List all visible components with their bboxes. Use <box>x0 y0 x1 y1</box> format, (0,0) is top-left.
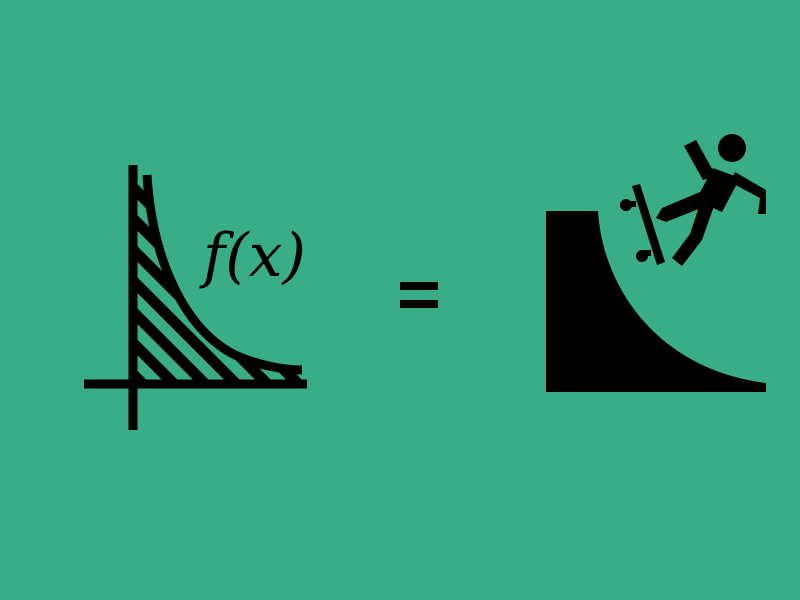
skateboarder-figure <box>656 134 766 266</box>
skateboarder-falling-off-ramp-icon <box>546 134 766 392</box>
skateboard-truck-top <box>628 201 636 207</box>
skater-back-arm <box>730 172 766 214</box>
skater-leg-upper <box>656 192 706 222</box>
quarter-pipe-ramp <box>546 211 766 392</box>
function-label: f(x) <box>203 221 306 291</box>
skater-raised-arm <box>684 140 716 180</box>
skater-torso <box>696 168 740 212</box>
skateboard <box>620 184 665 265</box>
skater-leg-lower <box>672 204 714 266</box>
skateboard-truck-bottom <box>643 250 651 256</box>
equals-sign <box>400 282 438 308</box>
skater-head <box>718 134 746 162</box>
skateboard-deck <box>632 184 665 265</box>
curve-line <box>142 174 303 375</box>
